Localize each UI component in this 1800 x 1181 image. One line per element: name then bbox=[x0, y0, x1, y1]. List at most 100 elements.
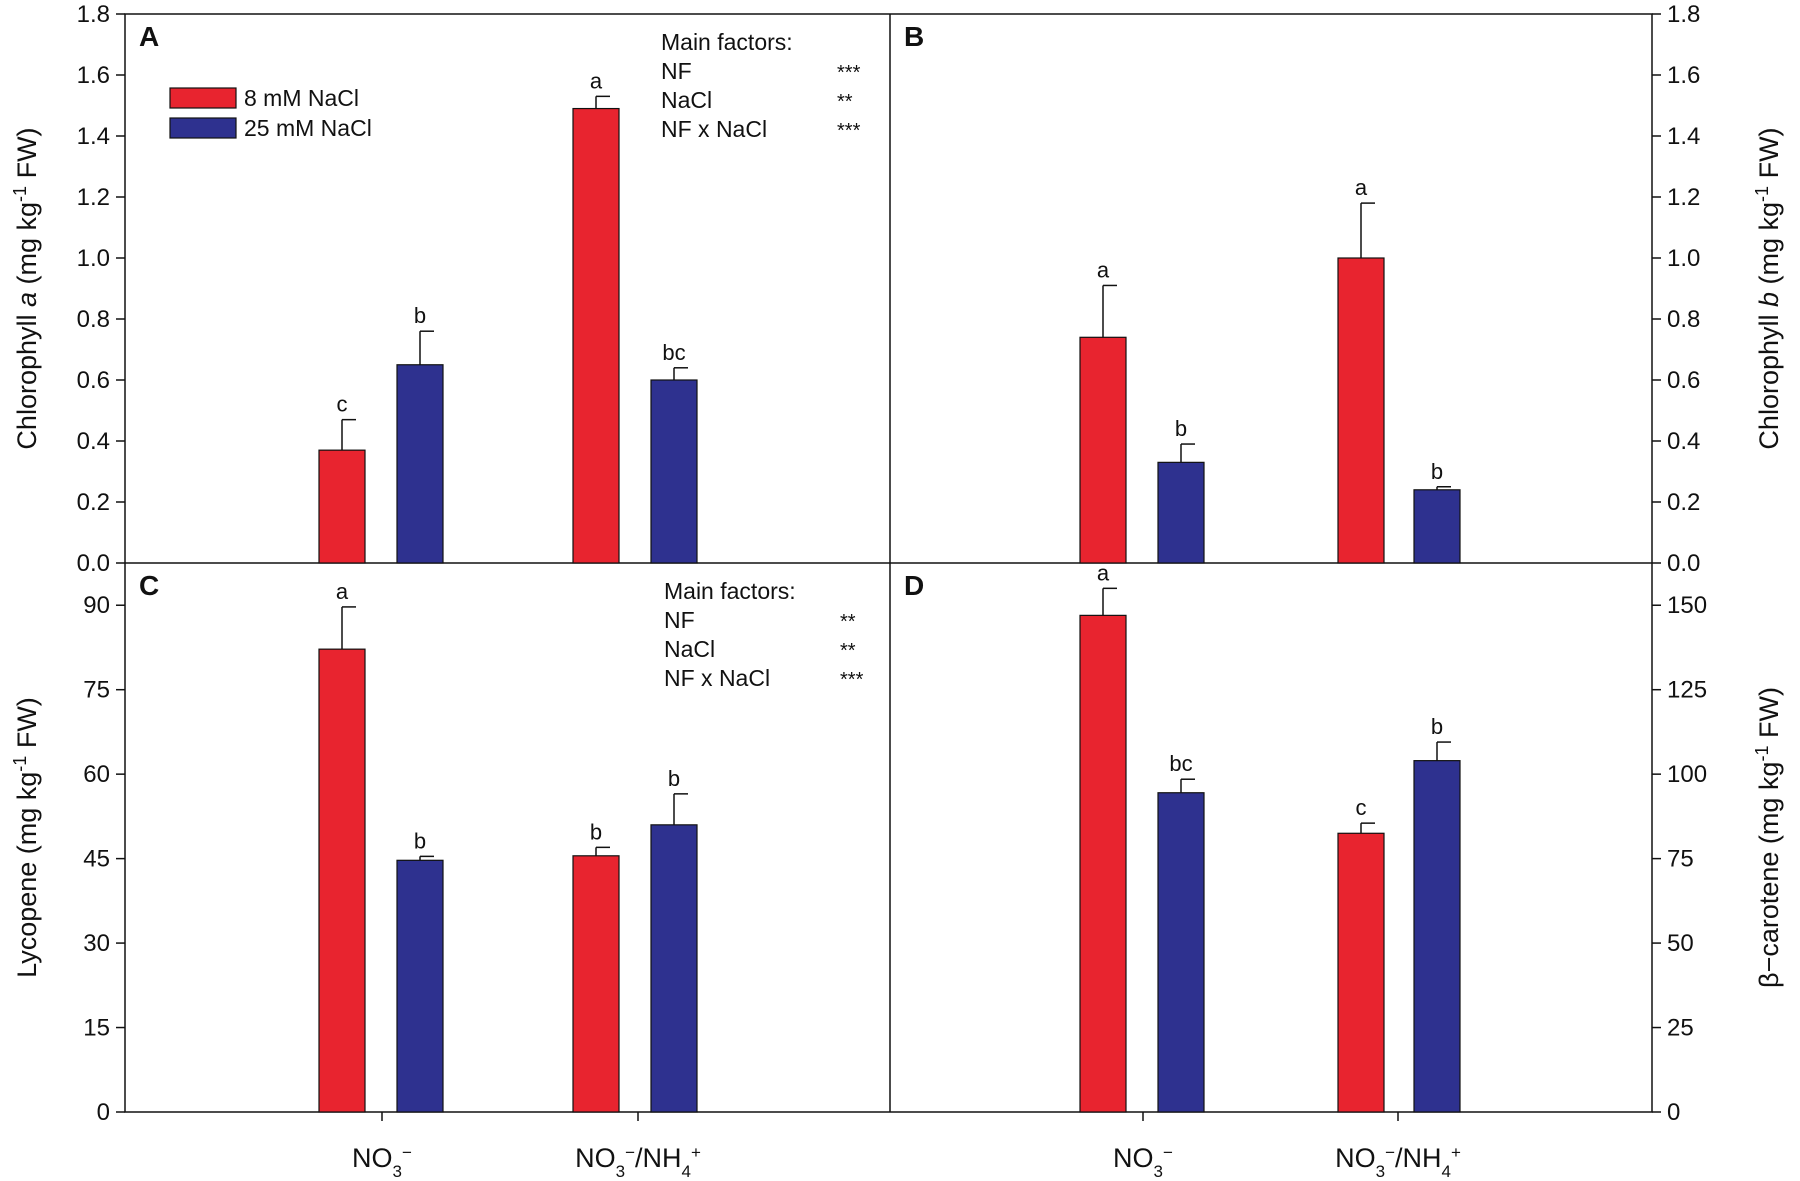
y-tick-label: 1.6 bbox=[77, 62, 110, 89]
bar bbox=[1157, 461, 1205, 564]
legend-swatch bbox=[169, 117, 237, 139]
y-tick-label: 1.4 bbox=[77, 123, 110, 150]
panel-b: B 0.0 0.2 0.4 0.6 0.8 1.0 1.2 1.4 1.6 1.8 Chlorophy… bbox=[904, 1, 1784, 577]
main-factors-title: Main factors: bbox=[664, 578, 796, 604]
main-factor-significance: *** bbox=[837, 120, 861, 142]
main-factor-significance: *** bbox=[837, 62, 861, 84]
panel-letter: A bbox=[139, 21, 159, 52]
main-factors-title: Main factors: bbox=[661, 29, 793, 55]
y-tick-label: 0 bbox=[1667, 1099, 1680, 1126]
panel-letter: B bbox=[904, 21, 924, 52]
bar bbox=[1337, 832, 1385, 1113]
main-factor-significance: ** bbox=[840, 640, 856, 662]
significance-letter: b bbox=[1175, 416, 1187, 441]
bar bbox=[650, 379, 698, 564]
y-tick-label: 0.4 bbox=[77, 428, 110, 455]
main-factor-name: NF x NaCl bbox=[661, 116, 767, 142]
bar bbox=[1079, 614, 1127, 1113]
bar bbox=[1079, 336, 1127, 564]
legend-swatch bbox=[169, 87, 237, 109]
bar bbox=[318, 648, 366, 1113]
significance-letter: a bbox=[1097, 257, 1110, 282]
y-tick-label: 0 bbox=[97, 1099, 110, 1126]
y-tick-label: 75 bbox=[83, 677, 110, 704]
y-tick-label: 30 bbox=[83, 930, 110, 957]
y-axis-title: β−carotene (mg kg-1 FW) bbox=[1752, 687, 1784, 988]
y-tick-label: 15 bbox=[83, 1015, 110, 1042]
y-tick-label: 25 bbox=[1667, 1015, 1694, 1042]
y-tick-label: 0.8 bbox=[77, 306, 110, 333]
y-tick-label: 100 bbox=[1667, 761, 1707, 788]
y-tick-label: 45 bbox=[83, 846, 110, 873]
x-category-label: NO3− bbox=[1113, 1143, 1173, 1181]
bar bbox=[318, 449, 366, 564]
y-tick-label: 1.2 bbox=[77, 184, 110, 211]
bar bbox=[1413, 760, 1461, 1113]
y-tick-label: 0.0 bbox=[77, 550, 110, 577]
y-axis-title: Lycopene (mg kg-1 FW) bbox=[10, 697, 42, 978]
y-axis-title: Chlorophyll b (mg kg-1 FW) bbox=[1752, 127, 1784, 449]
y-tick-label: 1.0 bbox=[1667, 245, 1700, 272]
panel-c: C 0 15 30 45 60 75 90 Lycopene (mg kg-1 FW) a b b b M… bbox=[10, 570, 864, 1126]
bar bbox=[572, 107, 620, 564]
panel-d: D 0 25 50 75 100 125 150 β−carotene (mg kg-1 FW)… bbox=[904, 560, 1784, 1126]
significance-letter: b bbox=[414, 828, 426, 853]
y-tick-label: 1.0 bbox=[77, 245, 110, 272]
legend-label: 25 mM NaCl bbox=[244, 115, 372, 141]
panel-letter: D bbox=[904, 570, 924, 601]
y-axis-title: Chlorophyll a (mg kg-1 FW) bbox=[10, 127, 42, 449]
significance-letter: b bbox=[668, 766, 680, 791]
main-factor-name: NF x NaCl bbox=[664, 665, 770, 691]
significance-letter: c bbox=[337, 392, 348, 417]
y-tick-label: 0.6 bbox=[1667, 367, 1700, 394]
x-category-label: NO3−/NH4+ bbox=[1335, 1143, 1461, 1181]
y-tick-label: 1.8 bbox=[1667, 1, 1700, 28]
y-tick-label: 0.8 bbox=[1667, 306, 1700, 333]
significance-letter: b bbox=[590, 819, 602, 844]
main-factor-name: NF bbox=[661, 58, 692, 84]
significance-letter: a bbox=[1097, 560, 1110, 585]
bar bbox=[396, 364, 444, 564]
significance-letter: b bbox=[414, 303, 426, 328]
significance-letter: b bbox=[1431, 459, 1443, 484]
x-category-label: NO3−/NH4+ bbox=[575, 1143, 701, 1181]
main-factor-name: NaCl bbox=[664, 636, 715, 662]
y-tick-label: 60 bbox=[83, 761, 110, 788]
bar bbox=[572, 855, 620, 1113]
y-tick-label: 0.0 bbox=[1667, 550, 1700, 577]
legend: 8 mM NaCl 25 mM NaCl bbox=[169, 85, 372, 141]
main-factor-significance: *** bbox=[840, 669, 864, 691]
y-tick-label: 125 bbox=[1667, 677, 1707, 704]
main-factor-name: NaCl bbox=[661, 87, 712, 113]
legend-label: 8 mM NaCl bbox=[244, 85, 359, 111]
main-factor-significance: ** bbox=[837, 91, 853, 113]
bar bbox=[1157, 792, 1205, 1113]
significance-letter: a bbox=[590, 68, 603, 93]
significance-letter: a bbox=[336, 579, 349, 604]
significance-letter: b bbox=[1431, 714, 1443, 739]
y-tick-label: 75 bbox=[1667, 846, 1694, 873]
y-tick-label: 50 bbox=[1667, 930, 1694, 957]
bar bbox=[1413, 489, 1461, 564]
bar bbox=[396, 859, 444, 1113]
y-tick-label: 0.2 bbox=[77, 489, 110, 516]
significance-letter: bc bbox=[662, 340, 685, 365]
x-category-label: NO3− bbox=[352, 1143, 412, 1181]
y-tick-label: 0.6 bbox=[77, 367, 110, 394]
y-tick-label: 1.2 bbox=[1667, 184, 1700, 211]
y-tick-label: 150 bbox=[1667, 592, 1707, 619]
panel-letter: C bbox=[139, 570, 159, 601]
bar bbox=[650, 824, 698, 1113]
significance-letter: bc bbox=[1169, 751, 1192, 776]
main-factor-name: NF bbox=[664, 607, 695, 633]
y-tick-label: 0.2 bbox=[1667, 489, 1700, 516]
panel-a: A 0.0 0.2 0.4 0.6 0.8 1.0 1.2 1.4 1.6 1.8 Chlorophy… bbox=[10, 1, 861, 577]
significance-letter: a bbox=[1355, 175, 1368, 200]
y-tick-label: 0.4 bbox=[1667, 428, 1700, 455]
y-tick-label: 1.6 bbox=[1667, 62, 1700, 89]
bar bbox=[1337, 257, 1385, 564]
y-tick-label: 1.4 bbox=[1667, 123, 1700, 150]
y-tick-label: 90 bbox=[83, 592, 110, 619]
main-factor-significance: ** bbox=[840, 611, 856, 633]
